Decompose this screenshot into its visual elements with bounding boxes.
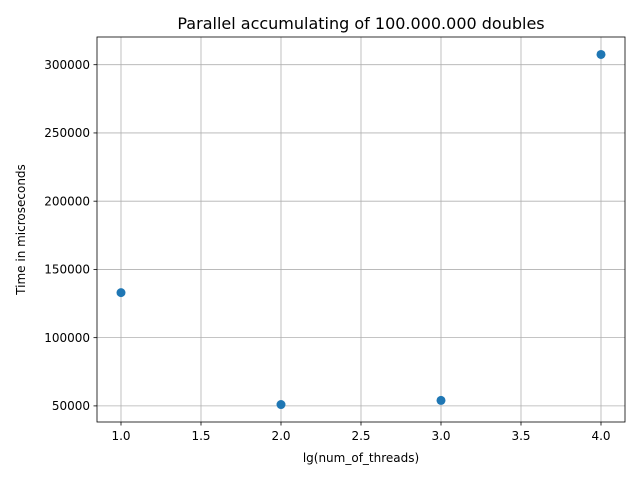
y-tick-label: 100000 (44, 331, 90, 345)
chart-title: Parallel accumulating of 100.000.000 dou… (177, 14, 544, 33)
x-tick-label: 3.5 (511, 429, 530, 443)
data-point (116, 288, 126, 298)
plot-frame (96, 36, 626, 423)
x-tick-label: 2.5 (351, 429, 370, 443)
x-tick-label: 3.0 (431, 429, 450, 443)
y-tick-label: 200000 (44, 194, 90, 208)
y-tick-label: 250000 (44, 126, 90, 140)
grid-layer (97, 37, 625, 422)
y-tick-label: 150000 (44, 263, 90, 277)
data-point (596, 49, 606, 59)
x-axis-label: lg(num_of_threads) (303, 451, 419, 465)
points-layer (116, 49, 606, 410)
data-point (436, 395, 446, 405)
x-tick-label: 1.5 (191, 429, 210, 443)
ticks-layer: 1.0 1.5 2.0 2.5 3.0 3.5 4.0 50000 100000 150000 20… (44, 58, 610, 443)
y-tick-label: 50000 (52, 399, 90, 413)
x-tick-label: 1.0 (111, 429, 130, 443)
data-point (276, 400, 286, 410)
x-tick-label: 4.0 (591, 429, 610, 443)
y-axis-label: Time in microseconds (14, 164, 28, 296)
y-tick-label: 300000 (44, 58, 90, 72)
x-tick-label: 2.0 (271, 429, 290, 443)
